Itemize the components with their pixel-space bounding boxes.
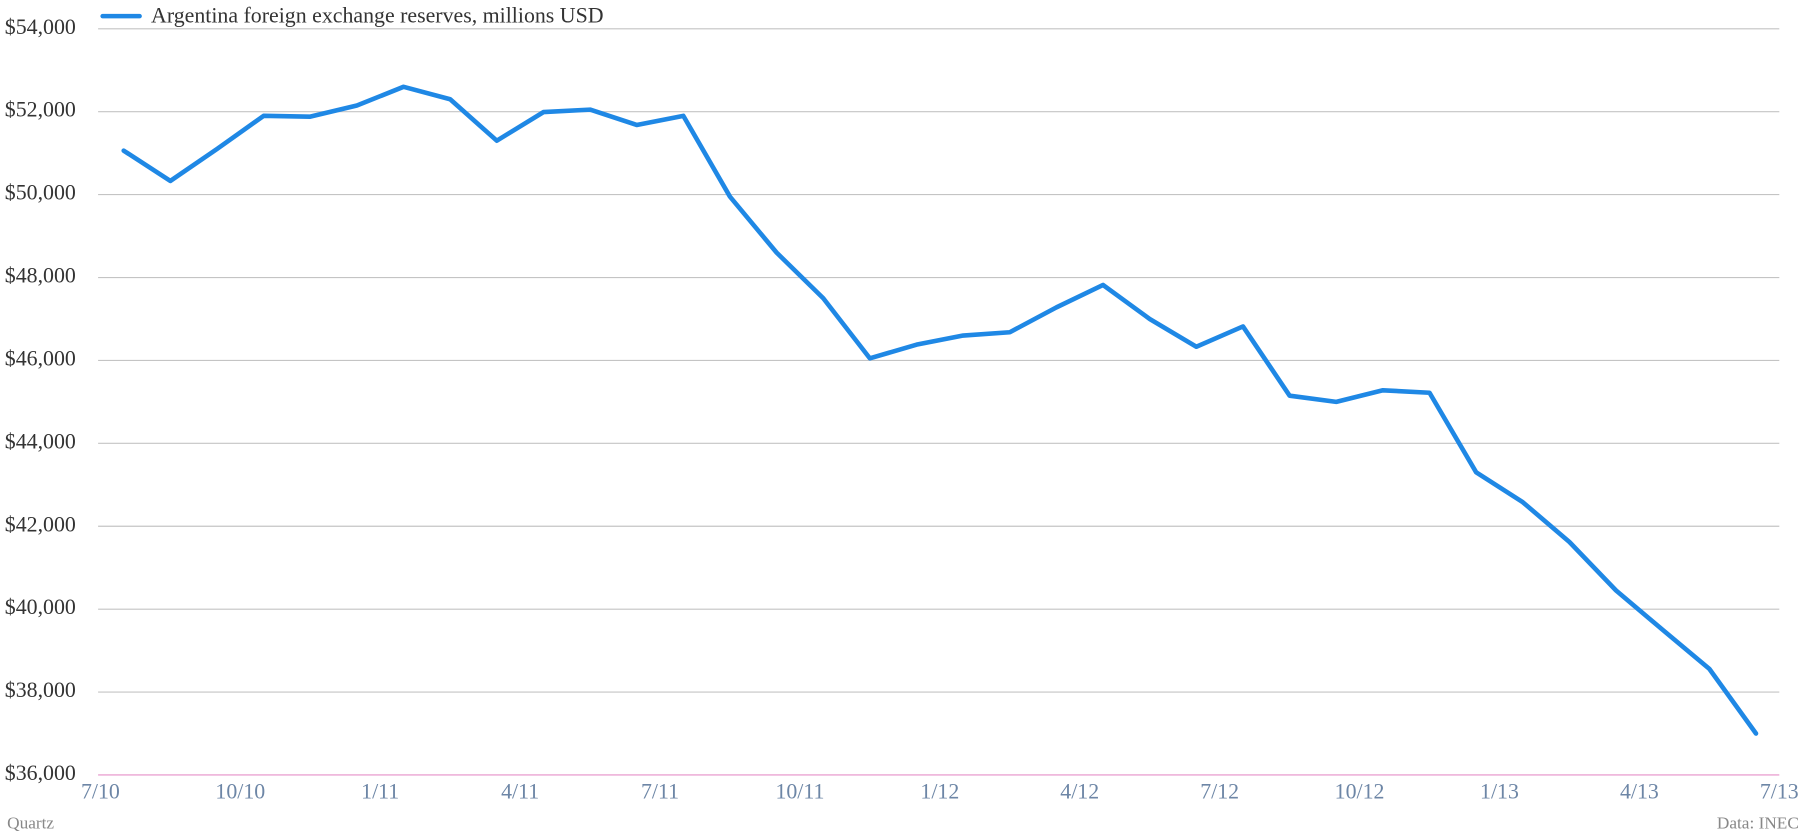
source: Data: INEC [1717,813,1799,832]
x-tick-label: 7/11 [641,779,679,803]
x-tick-label: 1/13 [1480,779,1519,803]
y-tick-label: $48,000 [5,264,76,288]
data-line [121,84,1759,736]
y-tick-label: $50,000 [5,181,76,205]
y-tick-label: $44,000 [5,429,76,453]
x-tick-label: 7/12 [1200,779,1239,803]
x-tick-label: 4/13 [1620,779,1659,803]
x-tick-label: 1/12 [920,779,959,803]
x-tick-label: 4/11 [501,779,539,803]
x-tick-label: 10/11 [775,779,824,803]
credit: Quartz [7,813,54,832]
x-tick-label: 10/10 [215,779,265,803]
x-tick-label: 7/10 [81,779,120,803]
y-tick-label: $40,000 [5,595,76,619]
x-tick-label: 1/11 [361,779,399,803]
x-tick-label: 4/12 [1060,779,1099,803]
y-tick-label: $52,000 [5,98,76,122]
x-tick-label: 10/12 [1335,779,1385,803]
y-tick-label: $42,000 [5,512,76,536]
y-tick-label: $38,000 [5,678,76,702]
x-tick-label: 7/13 [1760,779,1799,803]
legend-label: Argentina foreign exchange reserves, mil… [151,3,603,27]
y-tick-label: $46,000 [5,346,76,370]
y-tick-label: $54,000 [5,15,76,39]
y-tick-label: $36,000 [5,761,76,785]
